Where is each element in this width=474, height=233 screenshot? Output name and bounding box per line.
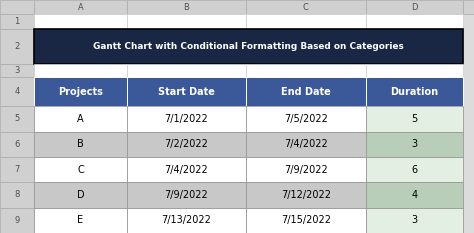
Text: C: C [77,165,84,175]
Bar [0,29,34,64]
Text: B: B [183,3,190,12]
Bar [34,132,127,157]
Text: D: D [77,190,84,200]
Text: 7/15/2022: 7/15/2022 [281,215,331,225]
Bar [0,208,34,233]
Text: 7/12/2022: 7/12/2022 [281,190,331,200]
Text: 7/9/2022: 7/9/2022 [164,190,209,200]
Text: 3: 3 [14,66,20,75]
Bar [365,64,463,77]
Bar [34,77,127,106]
Bar [365,182,463,208]
Bar [365,157,463,182]
Bar [365,132,463,157]
Bar [127,0,246,14]
Text: 5: 5 [411,114,418,124]
Bar [365,208,463,233]
Bar [365,77,463,106]
Bar [0,132,34,157]
Bar [127,157,246,182]
Bar [246,182,365,208]
Text: 8: 8 [14,190,20,199]
Text: 5: 5 [14,114,20,123]
Bar [365,106,463,132]
Text: 9: 9 [14,216,20,225]
Text: C: C [303,3,309,12]
Bar [34,14,127,29]
Bar [246,0,365,14]
Text: Gantt Chart with Conditional Formatting Based on Categories: Gantt Chart with Conditional Formatting … [93,42,404,51]
Bar [127,208,246,233]
Bar [246,157,365,182]
Text: 4: 4 [411,190,418,200]
Text: 7/1/2022: 7/1/2022 [164,114,209,124]
Text: 7/5/2022: 7/5/2022 [284,114,328,124]
Bar [0,0,34,14]
Text: B: B [77,139,84,149]
Bar [0,157,34,182]
Bar [34,29,463,64]
Text: E: E [77,215,83,225]
Text: 2: 2 [14,42,20,51]
Text: 6: 6 [14,140,20,149]
Bar [34,64,127,77]
Bar [127,64,246,77]
Bar [0,14,34,29]
Text: 7: 7 [14,165,20,174]
Text: A: A [77,114,84,124]
Bar [0,182,34,208]
Bar [127,132,246,157]
Bar [34,157,127,182]
Text: 3: 3 [411,215,418,225]
Text: A: A [78,3,83,12]
Bar [246,208,365,233]
Bar [34,208,127,233]
Text: 7/4/2022: 7/4/2022 [164,165,209,175]
Bar [127,14,246,29]
Bar [0,64,34,77]
Bar [127,182,246,208]
Bar [365,0,463,14]
Bar [365,14,463,29]
Text: 3: 3 [411,139,418,149]
Bar [127,77,246,106]
Text: 7/4/2022: 7/4/2022 [284,139,328,149]
Bar [246,106,365,132]
Text: 6: 6 [411,165,418,175]
Bar [463,0,474,14]
Bar [34,106,127,132]
Bar [34,182,127,208]
Text: Projects: Projects [58,87,103,97]
Text: 7/2/2022: 7/2/2022 [164,139,209,149]
Bar [246,77,365,106]
Text: D: D [411,3,418,12]
Bar [0,106,34,132]
Text: End Date: End Date [281,87,331,97]
Text: Start Date: Start Date [158,87,215,97]
Text: 4: 4 [14,87,20,96]
Text: 7/13/2022: 7/13/2022 [162,215,211,225]
Text: Duration: Duration [390,87,438,97]
Text: 7/9/2022: 7/9/2022 [284,165,328,175]
Text: 1: 1 [14,17,20,26]
Bar [0,77,34,106]
Bar [127,106,246,132]
Bar [246,64,365,77]
Bar [246,14,365,29]
Bar [34,0,127,14]
Bar [246,132,365,157]
